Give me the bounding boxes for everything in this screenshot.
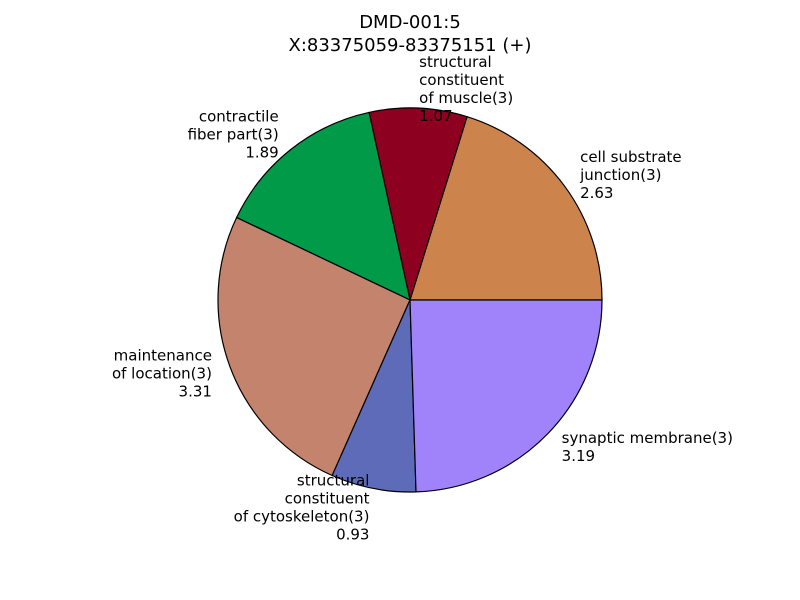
slice-label-line-5-0: synaptic membrane(3) <box>562 429 733 447</box>
slice-value-1: 1.07 <box>419 107 452 125</box>
slice-label-line-1-0: structural <box>419 53 492 71</box>
slice-label-line-1-1: constituent <box>419 71 504 89</box>
slice-label-line-3-0: maintenance <box>114 346 212 364</box>
pie-slice-1 <box>368 107 468 303</box>
chart-title-line-1: DMD-001:5 <box>359 12 461 33</box>
slice-label-line-2-0: contractile <box>199 108 279 126</box>
pie-slices <box>217 107 603 493</box>
slice-label-3: maintenance of location(3) 3.31 <box>112 346 212 400</box>
slice-value-0: 2.63 <box>580 184 613 202</box>
slice-label-1: structural constituent of muscle(3) 1.07 <box>419 53 513 125</box>
slice-label-line-4-0: structural <box>297 471 370 489</box>
pie-slice-5 <box>409 299 603 493</box>
slice-label-0: cell substrate junction(3) 2.63 <box>579 148 682 202</box>
slice-label-5: synaptic membrane(3) 3.19 <box>562 429 733 465</box>
slice-label-4: structural constituent of cytoskeleton(3) 0… <box>234 471 370 543</box>
slice-value-3: 3.31 <box>179 382 212 400</box>
slice-label-line-2-1: fiber part(3) <box>188 126 279 144</box>
chart-title: DMD-001:5 X:83375059-83375151 (+) <box>289 12 532 56</box>
slice-label-line-3-1: of location(3) <box>112 364 212 382</box>
slice-label-line-0-1: junction(3) <box>579 166 661 184</box>
pie-slice-2 <box>235 111 411 302</box>
slice-label-2: contractile fiber part(3) 1.89 <box>188 108 279 162</box>
slice-label-line-0-0: cell substrate <box>580 148 682 166</box>
slice-label-line-1-2: of muscle(3) <box>419 89 513 107</box>
slice-label-line-4-2: of cytoskeleton(3) <box>234 507 370 525</box>
pie-slice-0 <box>409 115 603 301</box>
slice-value-5: 3.19 <box>562 447 595 465</box>
slice-label-line-4-1: constituent <box>285 489 370 507</box>
chart-title-line-2: X:83375059-83375151 (+) <box>289 35 532 56</box>
slice-value-2: 1.89 <box>245 144 278 162</box>
slice-value-4: 0.93 <box>336 525 369 543</box>
pie-slice-3 <box>217 216 411 477</box>
